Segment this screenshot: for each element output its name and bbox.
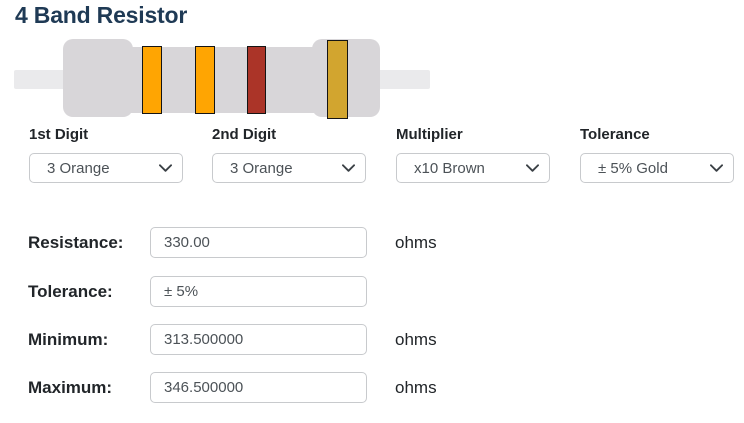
minimum-label: Minimum: bbox=[28, 329, 109, 349]
resistor-graphic bbox=[0, 0, 744, 125]
maximum-value-input[interactable] bbox=[150, 372, 367, 403]
maximum-row: Maximum: ohms bbox=[0, 372, 437, 403]
field-2nd-digit: 2nd Digit 3 Orange bbox=[212, 126, 366, 183]
maximum-unit: ohms bbox=[395, 377, 437, 397]
minimum-value-input[interactable] bbox=[150, 324, 367, 355]
resistor-body-middle bbox=[100, 47, 340, 113]
tolerance-result-label: Tolerance: bbox=[28, 281, 113, 301]
tolerance-value-input[interactable] bbox=[150, 276, 367, 307]
first-digit-select[interactable]: 3 Orange bbox=[29, 153, 183, 183]
second-digit-select[interactable]: 3 Orange bbox=[212, 153, 366, 183]
tolerance-select[interactable]: ± 5% Gold bbox=[580, 153, 734, 183]
resistor-band-tolerance bbox=[327, 40, 348, 119]
page-title: 4 Band Resistor bbox=[15, 2, 188, 28]
field-1st-digit: 1st Digit 3 Orange bbox=[29, 126, 183, 183]
multiplier-label: Multiplier bbox=[396, 126, 463, 143]
first-digit-label: 1st Digit bbox=[29, 126, 89, 143]
minimum-unit: ohms bbox=[395, 329, 437, 349]
minimum-row: Minimum: ohms bbox=[0, 324, 437, 355]
resistor-band-1st-digit bbox=[142, 46, 162, 114]
resistance-label: Resistance: bbox=[28, 232, 124, 252]
resistance-value-input[interactable] bbox=[150, 227, 367, 258]
tolerance-row: Tolerance: bbox=[0, 276, 395, 307]
resistance-unit: ohms bbox=[395, 232, 437, 252]
resistor-band-multiplier bbox=[247, 46, 266, 114]
tolerance-label: Tolerance bbox=[580, 126, 650, 143]
maximum-label: Maximum: bbox=[28, 377, 113, 397]
resistance-row: Resistance: ohms bbox=[0, 227, 437, 258]
resistor-band-2nd-digit bbox=[195, 46, 215, 114]
field-tolerance: Tolerance ± 5% Gold bbox=[580, 126, 734, 183]
second-digit-label: 2nd Digit bbox=[212, 126, 277, 143]
multiplier-select[interactable]: x10 Brown bbox=[396, 153, 550, 183]
field-multiplier: Multiplier x10 Brown bbox=[396, 126, 550, 183]
